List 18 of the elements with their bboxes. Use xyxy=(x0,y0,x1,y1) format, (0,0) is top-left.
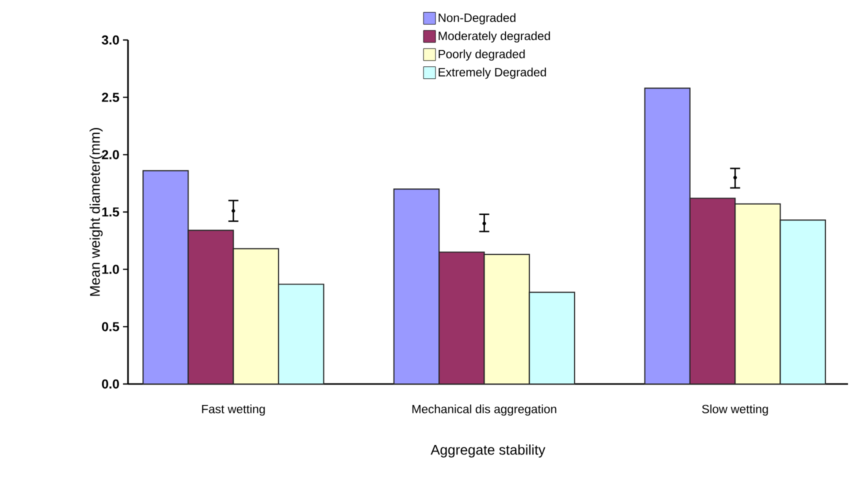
y-tick-label: 1.0 xyxy=(102,264,119,274)
y-tick-label: 2.0 xyxy=(102,150,119,160)
legend-label: Moderately degraded xyxy=(438,31,550,43)
y-tick-label: 0.5 xyxy=(102,322,120,332)
legend-label: Poorly degraded xyxy=(438,50,525,61)
legend-label: Non-Degraded xyxy=(438,13,516,24)
y-axis-title: Mean weight diameter(mm) xyxy=(90,128,103,296)
x-tick-label: Slow wetting xyxy=(702,404,768,416)
y-tick-label: 0.0 xyxy=(102,379,119,389)
y-tick-label: 3.0 xyxy=(102,35,119,45)
y-tick-label: 2.5 xyxy=(102,92,120,102)
y-tick-label: 1.5 xyxy=(102,207,120,217)
point xyxy=(232,209,236,213)
point xyxy=(733,176,737,180)
legend-label: Extremely Degraded xyxy=(438,68,546,79)
x-tick-label: Mechanical dis aggregation xyxy=(412,404,556,416)
x-tick-label: Fast wetting xyxy=(202,404,265,416)
x-axis-title: Aggregate stability xyxy=(430,444,546,458)
